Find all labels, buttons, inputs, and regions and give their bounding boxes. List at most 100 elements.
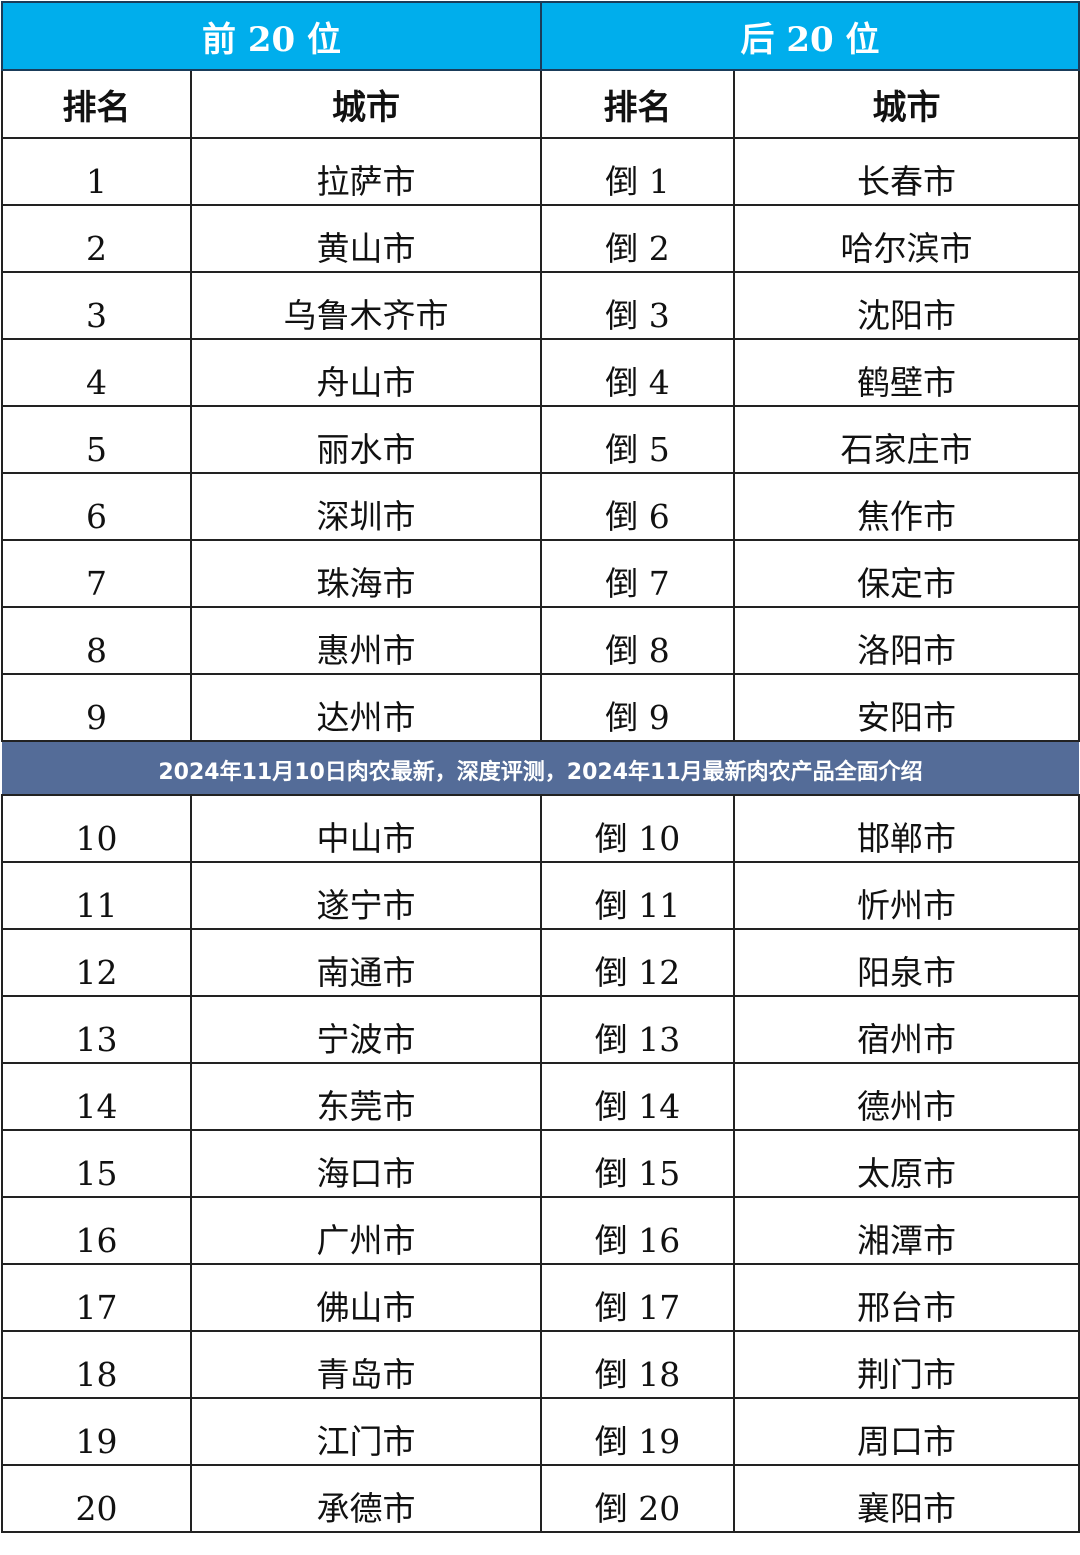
bottom-rank-cell: 倒 9 xyxy=(540,673,735,742)
bottom-rank-cell: 倒 13 xyxy=(540,995,735,1064)
top-city-cell: 江门市 xyxy=(190,1397,542,1466)
top-rank-cell: 7 xyxy=(1,539,192,608)
table-row: 12 南通市倒 12 阳泉市 xyxy=(1,928,1080,997)
top-rank-cell: 6 xyxy=(1,472,192,541)
bottom-rank-cell: 倒 19 xyxy=(540,1397,735,1466)
bottom-20-header: 后 20 位 xyxy=(540,1,1080,71)
bottom-city-cell: 邢台市 xyxy=(733,1263,1080,1332)
table-row: 3 乌鲁木齐市倒 3 沈阳市 xyxy=(1,271,1080,340)
top-city-cell: 承德市 xyxy=(190,1464,542,1533)
top-rank-cell: 17 xyxy=(1,1263,192,1332)
top-city-cell: 舟山市 xyxy=(190,338,542,407)
table-row: 19 江门市倒 19 周口市 xyxy=(1,1397,1080,1466)
table-row: 8 惠州市倒 8 洛阳市 xyxy=(1,606,1080,675)
bottom-city-cell: 长春市 xyxy=(733,137,1080,206)
bottom-city-cell: 沈阳市 xyxy=(733,271,1080,340)
top-city-cell: 惠州市 xyxy=(190,606,542,675)
table-row: 14 东莞市倒 14 德州市 xyxy=(1,1062,1080,1131)
bottom-city-cell: 阳泉市 xyxy=(733,928,1080,997)
top-rank-cell: 5 xyxy=(1,405,192,474)
table-row: 17 佛山市倒 17 邢台市 xyxy=(1,1263,1080,1332)
top-rank-cell: 2 xyxy=(1,204,192,273)
bottom-rank-cell: 倒 2 xyxy=(540,204,735,273)
rank-column-header: 排名 xyxy=(1,69,192,139)
table-row: 16 广州市倒 16 湘潭市 xyxy=(1,1196,1080,1265)
bottom-city-cell: 荆门市 xyxy=(733,1330,1080,1399)
city-column-header: 城市 xyxy=(190,69,542,139)
top-city-cell: 拉萨市 xyxy=(190,137,542,206)
table-row: 13 宁波市倒 13 宿州市 xyxy=(1,995,1080,1064)
bottom-rank-cell: 倒 1 xyxy=(540,137,735,206)
top-rank-cell: 11 xyxy=(1,861,192,930)
bottom-rank-cell: 倒 4 xyxy=(540,338,735,407)
top-rank-cell: 10 xyxy=(1,794,192,863)
top-rank-cell: 15 xyxy=(1,1129,192,1198)
bottom-rank-cell: 倒 11 xyxy=(540,861,735,930)
top-rank-cell: 1 xyxy=(1,137,192,206)
top-city-cell: 乌鲁木齐市 xyxy=(190,271,542,340)
bottom-rank-cell: 倒 7 xyxy=(540,539,735,608)
bottom-city-cell: 焦作市 xyxy=(733,472,1080,541)
bottom-rank-cell: 倒 20 xyxy=(540,1464,735,1533)
table-row: 1 拉萨市倒 1 长春市 xyxy=(1,137,1080,206)
top-rank-cell: 3 xyxy=(1,271,192,340)
table-row: 9 达州市倒 9 安阳市 xyxy=(1,673,1080,742)
top-rank-cell: 18 xyxy=(1,1330,192,1399)
banner-title: 2024年11月10日肉农最新，深度评测，2024年11月最新肉农产品全面介绍 xyxy=(158,760,923,786)
bottom-rank-cell: 倒 8 xyxy=(540,606,735,675)
bottom-rank-cell: 倒 15 xyxy=(540,1129,735,1198)
top-rank-cell: 12 xyxy=(1,928,192,997)
top-city-cell: 东莞市 xyxy=(190,1062,542,1131)
top-rank-cell: 20 xyxy=(1,1464,192,1533)
table-row: 2 黄山市倒 2 哈尔滨市 xyxy=(1,204,1080,273)
top-rank-cell: 9 xyxy=(1,673,192,742)
bottom-rank-cell: 倒 18 xyxy=(540,1330,735,1399)
table-row: 20 承德市倒 20 襄阳市 xyxy=(1,1464,1080,1533)
bottom-city-cell: 洛阳市 xyxy=(733,606,1080,675)
top-city-cell: 佛山市 xyxy=(190,1263,542,1332)
bottom-city-cell: 哈尔滨市 xyxy=(733,204,1080,273)
bottom-rank-cell: 倒 3 xyxy=(540,271,735,340)
bottom-rank-cell: 倒 12 xyxy=(540,928,735,997)
top-rank-cell: 13 xyxy=(1,995,192,1064)
bottom-city-cell: 湘潭市 xyxy=(733,1196,1080,1265)
top-city-cell: 遂宁市 xyxy=(190,861,542,930)
bottom-rank-cell: 倒 10 xyxy=(540,794,735,863)
bottom-city-cell: 邯郸市 xyxy=(733,794,1080,863)
top-20-header: 前 20 位 xyxy=(1,1,542,71)
top-city-cell: 青岛市 xyxy=(190,1330,542,1399)
table-row: 4 舟山市倒 4 鹤壁市 xyxy=(1,338,1080,407)
bottom-rank-cell: 倒 6 xyxy=(540,472,735,541)
bottom-city-cell: 石家庄市 xyxy=(733,405,1080,474)
top-city-cell: 珠海市 xyxy=(190,539,542,608)
top-city-cell: 达州市 xyxy=(190,673,542,742)
top-rank-cell: 19 xyxy=(1,1397,192,1466)
rank-column-header: 排名 xyxy=(540,69,735,139)
bottom-city-cell: 襄阳市 xyxy=(733,1464,1080,1533)
top-city-cell: 中山市 xyxy=(190,794,542,863)
bottom-rank-cell: 倒 17 xyxy=(540,1263,735,1332)
top-rank-cell: 14 xyxy=(1,1062,192,1131)
top-city-cell: 南通市 xyxy=(190,928,542,997)
table-row: 7 珠海市倒 7 保定市 xyxy=(1,539,1080,608)
bottom-city-cell: 鹤壁市 xyxy=(733,338,1080,407)
top-city-cell: 黄山市 xyxy=(190,204,542,273)
table-row: 15 海口市倒 15 太原市 xyxy=(1,1129,1080,1198)
bottom-city-cell: 周口市 xyxy=(733,1397,1080,1466)
title-banner: 2024年11月10日肉农最新，深度评测，2024年11月最新肉农产品全面介绍 xyxy=(2,740,1079,796)
bottom-rank-cell: 倒 16 xyxy=(540,1196,735,1265)
top-rank-cell: 16 xyxy=(1,1196,192,1265)
bottom-city-cell: 忻州市 xyxy=(733,861,1080,930)
bottom-city-cell: 宿州市 xyxy=(733,995,1080,1064)
top-city-cell: 宁波市 xyxy=(190,995,542,1064)
title-banner-cell: 2024年11月10日肉农最新，深度评测，2024年11月最新肉农产品全面介绍 xyxy=(2,740,1079,796)
top-city-cell: 深圳市 xyxy=(190,472,542,541)
bottom-city-cell: 安阳市 xyxy=(733,673,1080,742)
table-row: 5 丽水市倒 5 石家庄市 xyxy=(1,405,1080,474)
bottom-rank-cell: 倒 14 xyxy=(540,1062,735,1131)
bottom-city-cell: 德州市 xyxy=(733,1062,1080,1131)
table-row: 10 中山市倒 10 邯郸市 xyxy=(1,794,1080,863)
table-row: 18 青岛市倒 18 荆门市 xyxy=(1,1330,1080,1399)
top-city-cell: 丽水市 xyxy=(190,405,542,474)
